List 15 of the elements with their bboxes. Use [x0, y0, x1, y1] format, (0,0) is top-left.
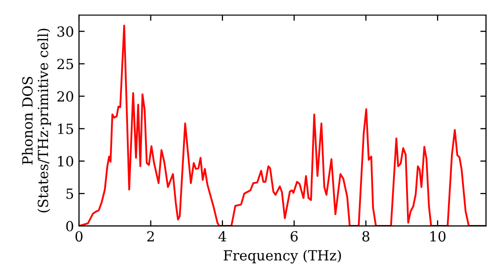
- x-tick-label: 8: [362, 231, 370, 242]
- y-axis-title: Phonon DOS (States/THz·primitive cell): [22, 28, 51, 212]
- y-tick-label: 10: [58, 156, 74, 167]
- x-tick-label: 0: [75, 231, 82, 242]
- y-tick-label: 30: [58, 26, 74, 37]
- y-tick-label: 5: [66, 188, 74, 199]
- y-tick-label: 0: [66, 220, 74, 232]
- x-tick-label: 10: [430, 231, 446, 242]
- x-tick-label: 4: [218, 231, 226, 242]
- x-tick-label: 2: [147, 231, 154, 242]
- y-tick-label: 15: [58, 124, 74, 134]
- x-tick-label: 6: [290, 231, 298, 242]
- y-tick-label: 25: [57, 58, 74, 70]
- y-tick-label: 20: [57, 91, 74, 102]
- x-axis-title: Frequency (THz): [224, 250, 341, 264]
